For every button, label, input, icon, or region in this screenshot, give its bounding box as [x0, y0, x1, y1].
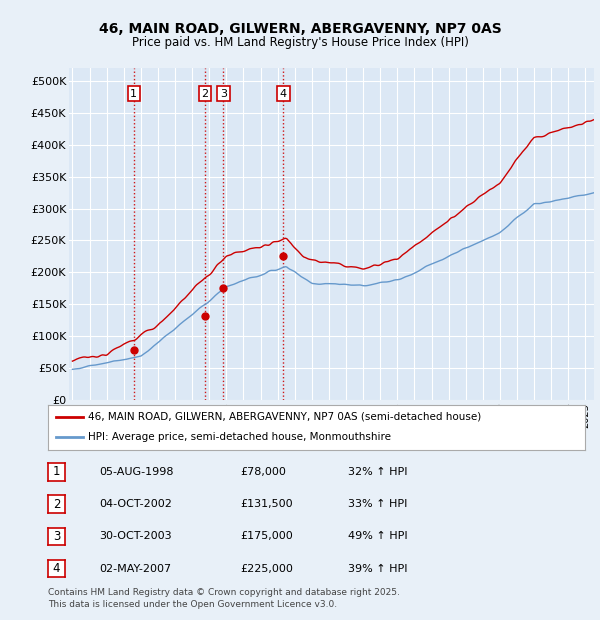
Text: 30-OCT-2003: 30-OCT-2003 [99, 531, 172, 541]
Text: 46, MAIN ROAD, GILWERN, ABERGAVENNY, NP7 0AS (semi-detached house): 46, MAIN ROAD, GILWERN, ABERGAVENNY, NP7… [88, 412, 482, 422]
Text: 3: 3 [220, 89, 227, 99]
Text: £131,500: £131,500 [240, 499, 293, 509]
Text: £175,000: £175,000 [240, 531, 293, 541]
Text: 4: 4 [280, 89, 287, 99]
Text: 2: 2 [202, 89, 209, 99]
Text: £78,000: £78,000 [240, 467, 286, 477]
Text: Price paid vs. HM Land Registry's House Price Index (HPI): Price paid vs. HM Land Registry's House … [131, 36, 469, 49]
Text: £225,000: £225,000 [240, 564, 293, 574]
Text: 1: 1 [130, 89, 137, 99]
Text: 02-MAY-2007: 02-MAY-2007 [99, 564, 171, 574]
Text: 04-OCT-2002: 04-OCT-2002 [99, 499, 172, 509]
Text: 2: 2 [53, 498, 60, 510]
Text: 39% ↑ HPI: 39% ↑ HPI [348, 564, 407, 574]
Text: 33% ↑ HPI: 33% ↑ HPI [348, 499, 407, 509]
Text: 32% ↑ HPI: 32% ↑ HPI [348, 467, 407, 477]
Text: 1: 1 [53, 466, 60, 478]
Text: 3: 3 [53, 530, 60, 542]
Text: HPI: Average price, semi-detached house, Monmouthshire: HPI: Average price, semi-detached house,… [88, 432, 391, 443]
Text: 49% ↑ HPI: 49% ↑ HPI [348, 531, 407, 541]
Text: Contains HM Land Registry data © Crown copyright and database right 2025.
This d: Contains HM Land Registry data © Crown c… [48, 588, 400, 609]
Text: 05-AUG-1998: 05-AUG-1998 [99, 467, 173, 477]
Text: 46, MAIN ROAD, GILWERN, ABERGAVENNY, NP7 0AS: 46, MAIN ROAD, GILWERN, ABERGAVENNY, NP7… [98, 22, 502, 36]
Text: 4: 4 [53, 562, 60, 575]
